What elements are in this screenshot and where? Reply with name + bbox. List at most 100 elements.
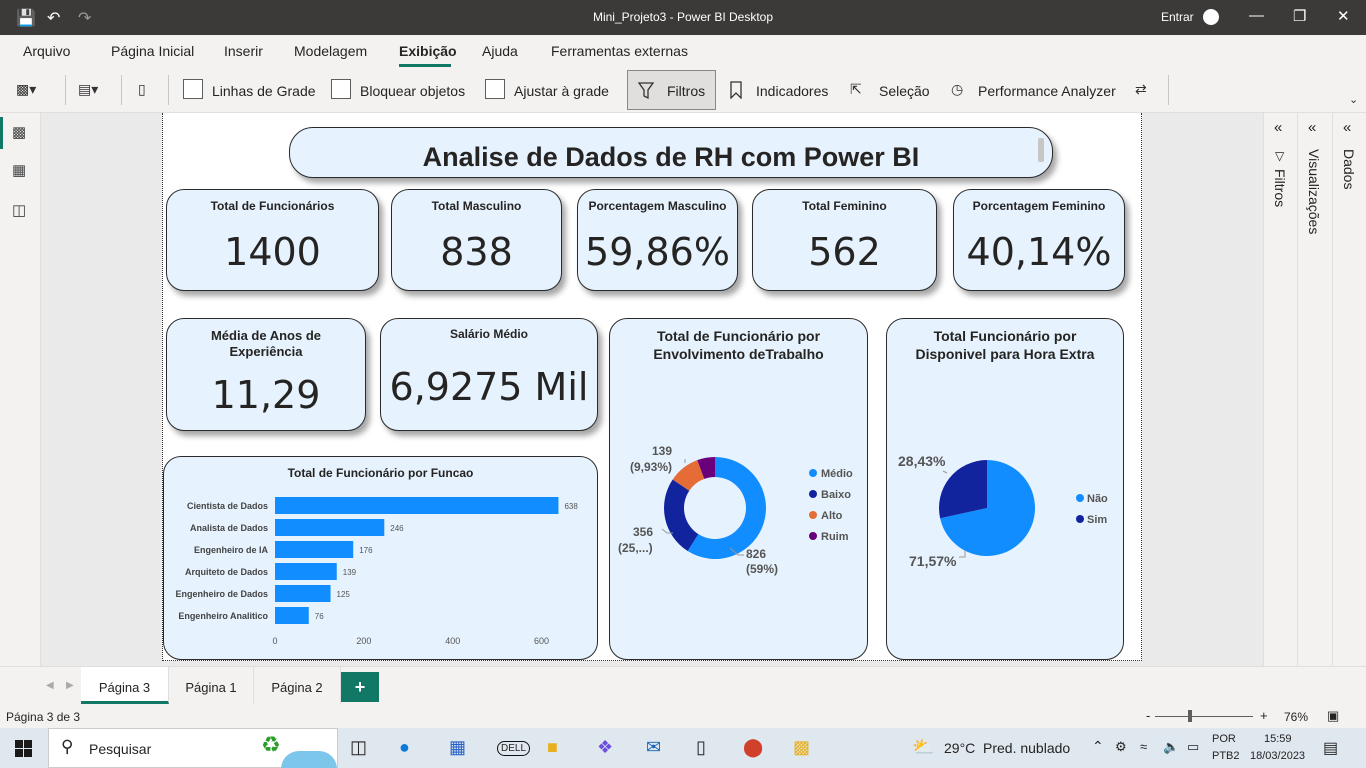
bar-category-label: Engenheiro de Dados (175, 589, 268, 599)
zoom-slider-thumb[interactable] (1188, 710, 1192, 722)
visualizations-pane[interactable]: « Visualizações (1297, 113, 1332, 666)
kpi-avg-salary[interactable]: Salário Médio 6,9275 Mil (380, 318, 598, 431)
battery-icon[interactable]: ▭ (1187, 739, 1200, 754)
snap-grid-checkbox[interactable] (485, 79, 505, 99)
selection-icon[interactable]: ⇱ (850, 81, 862, 97)
expand-visualizations-icon[interactable]: « (1308, 119, 1317, 136)
task-view-icon[interactable]: ◫ (350, 737, 368, 757)
tab-pagina-1[interactable]: Página 1 (169, 667, 254, 704)
menu-ferramentas-externas[interactable]: Ferramentas externas (551, 43, 688, 59)
edge-icon[interactable]: ● (399, 737, 410, 757)
expand-filters-icon[interactable]: « (1274, 119, 1283, 136)
search-icon: ⚲ (61, 737, 74, 756)
taskbar-search[interactable]: ⚲ Pesquisar ♻ (48, 728, 338, 768)
save-icon[interactable]: 💾 (16, 10, 36, 27)
themes-icon[interactable]: ▩▾ (16, 81, 37, 97)
restore-icon[interactable]: ❐ (1293, 8, 1307, 25)
expand-data-icon[interactable]: « (1343, 119, 1352, 136)
mobile-layout-icon[interactable]: ▯ (138, 81, 146, 97)
mail-icon[interactable]: ✉ (646, 737, 662, 757)
bookmark-icon[interactable] (729, 81, 743, 99)
menu-arquivo[interactable]: Arquivo (23, 43, 71, 59)
fit-to-page-icon[interactable]: ▣ (1327, 708, 1340, 723)
donut-slice (672, 460, 705, 491)
grid-lines-checkbox[interactable] (183, 79, 203, 99)
visualizations-pane-label: Visualizações (1306, 149, 1322, 235)
kpi-avg-experience[interactable]: Média de Anos de Experiência 11,29 (166, 318, 366, 431)
zoom-in-button[interactable]: + (1260, 708, 1268, 723)
close-icon[interactable]: ✕ (1337, 8, 1350, 25)
chevron-up-icon[interactable]: ⌃ (1092, 738, 1104, 754)
store-icon[interactable]: ▦ (449, 737, 467, 757)
donut-chart-title-line1: Total de Funcionário por (656, 328, 821, 344)
bar (275, 585, 331, 602)
pie-data-label: 28,43% (898, 453, 946, 469)
selection-button[interactable]: Seleção (879, 83, 930, 99)
title-scrollbar[interactable] (1038, 138, 1044, 162)
lock-objects-checkbox[interactable] (331, 79, 351, 99)
bar-data-label: 125 (337, 590, 351, 599)
tray-icon[interactable]: ⚙ (1115, 739, 1127, 754)
filters-pane[interactable]: « ▽ Filtros (1263, 113, 1297, 666)
legend-label: Ruim (821, 531, 849, 543)
legend-marker (809, 490, 817, 498)
weather-temp: 29°C (944, 740, 976, 756)
add-page-button[interactable]: + (341, 672, 379, 702)
menu-ajuda[interactable]: Ajuda (482, 43, 518, 59)
signin-link[interactable]: Entrar (1161, 10, 1194, 24)
file-explorer-icon[interactable]: ■ (547, 737, 558, 757)
zoom-slider[interactable] (1155, 716, 1253, 717)
data-pane[interactable]: « Dados (1332, 113, 1366, 666)
menu-pagina-inicial[interactable]: Página Inicial (111, 43, 195, 59)
clock-time[interactable]: 15:59 (1264, 733, 1292, 745)
kpi-total-male[interactable]: Total Masculino 838 (391, 189, 562, 291)
language-secondary[interactable]: PTB2 (1212, 750, 1240, 762)
tab-pagina-2[interactable]: Página 2 (254, 667, 341, 704)
pie-chart-panel[interactable]: Total Funcionário por Disponivel para Ho… (886, 318, 1124, 660)
donut-data-label: (9,93%) (630, 460, 672, 474)
donut-chart-panel[interactable]: Total de Funcionário por Envolvimento de… (609, 318, 868, 660)
model-view-icon[interactable]: ◫ (12, 202, 27, 219)
performance-icon[interactable]: ◷ (951, 81, 964, 97)
menu-exibicao[interactable]: Exibição (399, 43, 457, 59)
windows-start-icon[interactable] (15, 740, 32, 757)
prev-page-icon[interactable]: ◀ (46, 680, 54, 691)
undo-icon[interactable]: ↶ (47, 10, 61, 27)
chrome-icon[interactable]: ⬤ (743, 737, 764, 757)
kpi-total-employees[interactable]: Total de Funcionários 1400 (166, 189, 379, 291)
notepad-icon[interactable]: ▯ (696, 737, 706, 757)
volume-icon[interactable]: 🔈 (1163, 739, 1180, 754)
donut-slice (664, 479, 699, 552)
next-page-icon[interactable]: ▶ (66, 680, 74, 691)
bookmarks-button[interactable]: Indicadores (756, 83, 829, 99)
expand-ribbon-icon[interactable]: ⌄ (1349, 94, 1359, 106)
kpi-female-percentage[interactable]: Porcentagem Feminino 40,14% (953, 189, 1125, 291)
page-info: Página 3 de 3 (6, 710, 81, 724)
tab-pagina-3[interactable]: Página 3 (81, 667, 169, 704)
avatar[interactable] (1203, 9, 1219, 25)
filters-button[interactable]: Filtros (627, 70, 716, 110)
report-title-card[interactable]: Analise de Dados de RH com Power BI (289, 127, 1053, 178)
performance-analyzer-button[interactable]: Performance Analyzer (978, 83, 1116, 99)
copilot-icon[interactable]: ❖ (597, 737, 614, 757)
clock-date[interactable]: 18/03/2023 (1250, 750, 1306, 762)
menu-inserir[interactable]: Inserir (224, 43, 263, 59)
sync-slicers-icon[interactable]: ⇄ (1135, 81, 1147, 97)
kpi-total-female[interactable]: Total Feminino 562 (752, 189, 937, 291)
page-view-icon[interactable]: ▤▾ (78, 81, 99, 97)
menu-modelagem[interactable]: Modelagem (294, 43, 368, 59)
active-menu-indicator (399, 64, 451, 67)
redo-icon[interactable]: ↷ (78, 10, 92, 27)
dell-icon[interactable]: DELL (497, 741, 531, 756)
minimize-icon[interactable]: — (1249, 7, 1264, 24)
wifi-icon[interactable]: ≈ (1140, 739, 1148, 754)
bar-chart-panel[interactable]: Total de Funcionário por Funcao Cientist… (163, 456, 598, 660)
report-view-icon[interactable]: ▩ (12, 124, 27, 141)
powerbi-icon[interactable]: ▩ (793, 737, 811, 757)
taskbar: ⚲ Pesquisar ♻ ◫ ● ▦ DELL ■ ❖ ✉ ▯ ⬤ ▩ ⛅ 2… (0, 728, 1366, 768)
notifications-icon[interactable]: ▤ (1323, 740, 1339, 757)
zoom-out-button[interactable]: - (1146, 708, 1151, 723)
language-primary[interactable]: POR (1212, 733, 1236, 745)
table-view-icon[interactable]: ▦ (12, 162, 27, 179)
kpi-male-percentage[interactable]: Porcentagem Masculino 59,86% (577, 189, 738, 291)
